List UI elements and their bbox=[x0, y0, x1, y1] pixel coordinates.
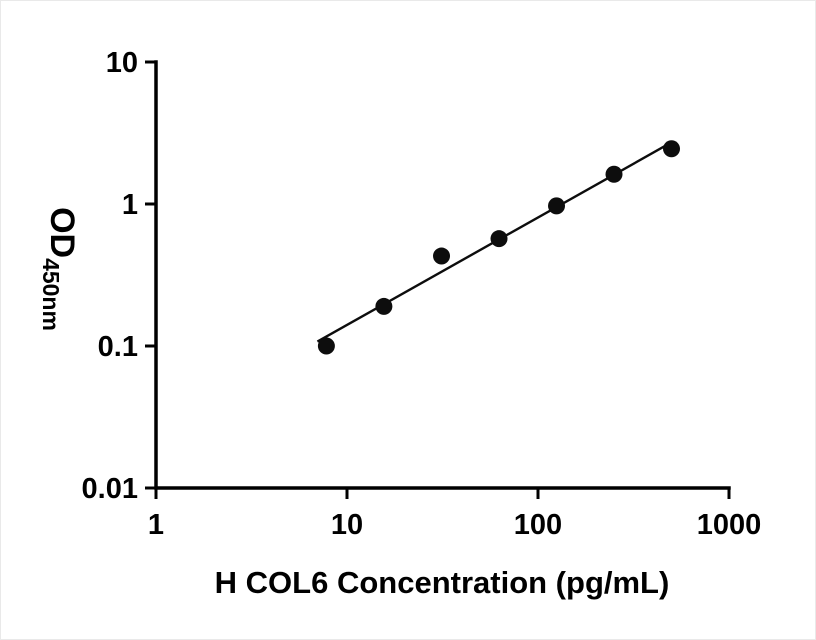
axis-ticks bbox=[145, 60, 731, 499]
data-point bbox=[548, 197, 566, 215]
y-tick-label: 10 bbox=[106, 47, 138, 79]
y-axis-title: OD450nm bbox=[38, 207, 81, 331]
data-point bbox=[317, 337, 335, 355]
axis-tick-labels: 1 10 100 1000 0.01 0.1 1 10 bbox=[82, 47, 762, 541]
x-tick-label: 100 bbox=[514, 509, 562, 541]
y-axis-title-main: OD bbox=[43, 207, 81, 258]
y-tick-label: 1 bbox=[122, 189, 138, 221]
data-point bbox=[490, 230, 508, 248]
y-tick-label: 0.01 bbox=[82, 473, 138, 505]
axes bbox=[154, 60, 731, 490]
data-point bbox=[433, 247, 451, 265]
data-point bbox=[605, 165, 623, 183]
data-point bbox=[663, 140, 681, 158]
data-point bbox=[375, 297, 393, 315]
axis-spines bbox=[154, 60, 731, 490]
x-tick-label: 10 bbox=[331, 509, 363, 541]
y-axis-title-subscript: 450nm bbox=[38, 258, 64, 331]
x-tick-label: 1 bbox=[148, 509, 164, 541]
plot-series bbox=[316, 140, 681, 355]
y-tick-label: 0.1 bbox=[98, 331, 138, 363]
x-tick-label: 1000 bbox=[697, 509, 762, 541]
x-axis-title: H COL6 Concentration (pg/mL) bbox=[215, 565, 670, 600]
